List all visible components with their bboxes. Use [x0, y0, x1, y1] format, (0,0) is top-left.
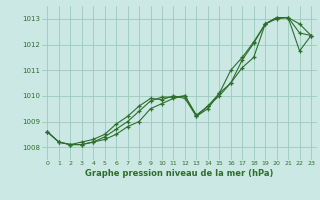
X-axis label: Graphe pression niveau de la mer (hPa): Graphe pression niveau de la mer (hPa): [85, 169, 273, 178]
